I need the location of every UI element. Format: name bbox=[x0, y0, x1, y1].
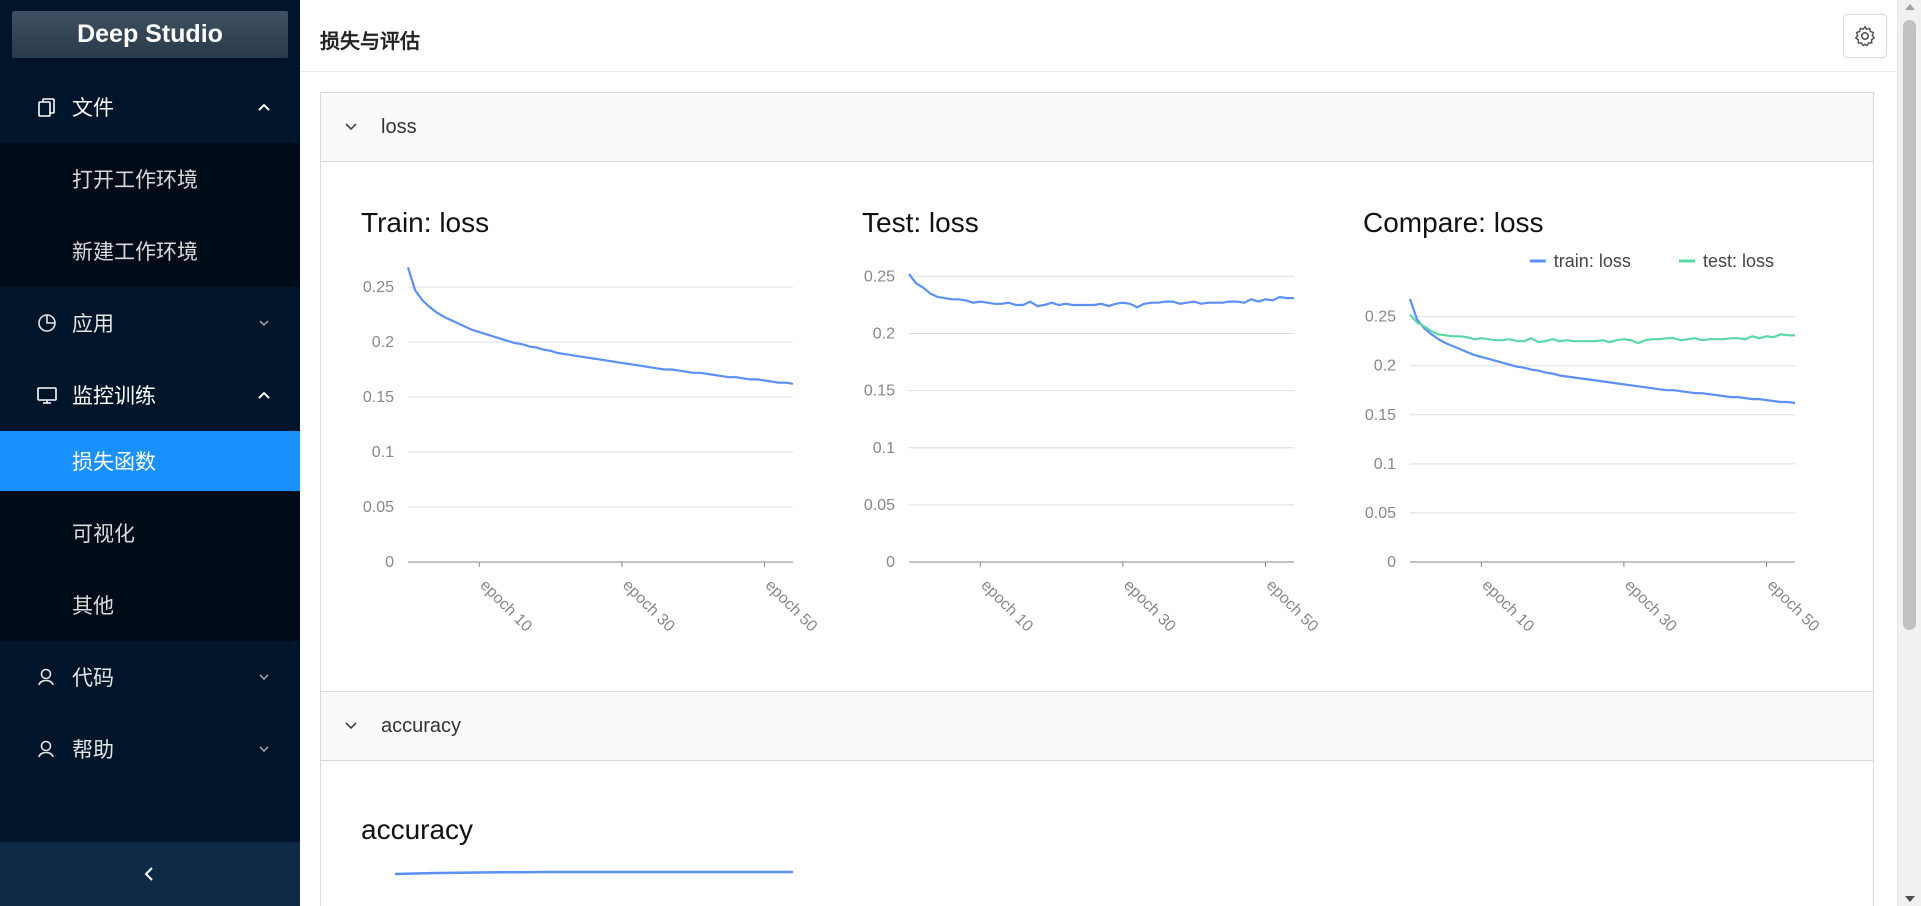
y-tick-label: 0.15 bbox=[864, 383, 895, 400]
user-icon bbox=[38, 740, 54, 758]
chevron-down-icon bbox=[345, 123, 357, 131]
submenu-file: 打开工作环境 新建工作环境 bbox=[0, 143, 300, 287]
y-tick-label: 0.15 bbox=[363, 389, 394, 406]
y-tick-label: 0.1 bbox=[1374, 456, 1396, 473]
y-tick-label: 0.05 bbox=[864, 497, 895, 514]
chevron-down-icon bbox=[259, 320, 269, 327]
y-tick-label: 0.25 bbox=[363, 279, 394, 296]
x-tick-label: epoch 30 bbox=[619, 577, 678, 636]
sidebar: Deep Studio 文件 打开工作环境 新建工作环境 应用 bbox=[0, 0, 300, 906]
loss-panel-header[interactable]: loss bbox=[321, 93, 1873, 162]
train-loss-chart: Train: loss 0 0.05 0.1 0.15 0.2 0.25 epoch 10 ep… bbox=[361, 207, 821, 636]
chevron-left-icon bbox=[144, 867, 153, 881]
page-header: 损失与评估 bbox=[300, 0, 1897, 72]
loss-panel-title: loss bbox=[381, 116, 417, 138]
x-tick-label: epoch 30 bbox=[1120, 577, 1179, 636]
accuracy-panel-title: accuracy bbox=[381, 715, 462, 737]
sidebar-collapse-button[interactable] bbox=[0, 842, 300, 906]
chevron-up-icon bbox=[258, 391, 270, 399]
chevron-down-icon bbox=[259, 674, 269, 681]
menu-monitor-training[interactable]: 监控训练 bbox=[0, 359, 300, 431]
pie-chart-icon bbox=[38, 314, 56, 332]
menu-help-label: 帮助 bbox=[72, 739, 114, 762]
y-tick-label: 0 bbox=[1387, 554, 1396, 571]
y-tick-label: 0.05 bbox=[363, 499, 394, 516]
chart-title: accuracy bbox=[361, 814, 473, 845]
gear-icon bbox=[1855, 25, 1875, 47]
desktop-icon bbox=[37, 387, 57, 404]
y-tick-label: 0 bbox=[886, 554, 895, 571]
chart-title: Train: loss bbox=[361, 207, 489, 238]
user-icon bbox=[38, 668, 54, 686]
y-tick-label: 0.2 bbox=[1374, 358, 1396, 375]
chevron-down-icon bbox=[345, 722, 357, 730]
accuracy-panel-body: accuracy bbox=[321, 761, 1873, 906]
menu-apps[interactable]: 应用 bbox=[0, 287, 300, 359]
page-title: 损失与评估 bbox=[320, 31, 420, 53]
y-tick-label: 0.1 bbox=[372, 444, 394, 461]
x-tick-label: epoch 10 bbox=[977, 577, 1036, 636]
sidebar-menu: 文件 打开工作环境 新建工作环境 应用 监控训练 bbox=[0, 71, 300, 785]
menu-file-label: 文件 bbox=[72, 97, 114, 120]
series-line bbox=[394, 870, 793, 876]
x-tick-label: epoch 50 bbox=[1263, 577, 1322, 636]
menu-apps-label: 应用 bbox=[72, 313, 114, 336]
page-scrollbar[interactable] bbox=[1897, 0, 1921, 906]
scroll-up-arrow-icon[interactable] bbox=[1905, 4, 1915, 10]
y-tick-label: 0.1 bbox=[873, 440, 895, 457]
series-line bbox=[1408, 298, 1796, 405]
series-line bbox=[406, 266, 794, 385]
app-logo: Deep Studio bbox=[12, 11, 288, 58]
y-tick-label: 0 bbox=[385, 554, 394, 571]
menu-file[interactable]: 文件 bbox=[0, 71, 300, 143]
sidebar-item-visualization[interactable]: 可视化 bbox=[72, 523, 135, 546]
menu-monitor-label: 监控训练 bbox=[72, 385, 156, 408]
menu-help[interactable]: 帮助 bbox=[0, 713, 300, 785]
menu-code[interactable]: 代码 bbox=[0, 641, 300, 713]
series-line bbox=[1409, 313, 1795, 345]
loss-panel: loss Train: loss 0 0.05 0.1 0.15 0.2 0.25 epoch… bbox=[320, 92, 1874, 719]
menu-code-label: 代码 bbox=[72, 667, 114, 690]
loss-panel-body: Train: loss 0 0.05 0.1 0.15 0.2 0.25 epoch 10 ep… bbox=[321, 162, 1873, 718]
y-tick-label: 0.25 bbox=[864, 268, 895, 285]
x-tick-label: epoch 50 bbox=[1764, 577, 1823, 636]
y-tick-label: 0.25 bbox=[1365, 309, 1396, 326]
scroll-thumb[interactable] bbox=[1903, 20, 1916, 630]
settings-button[interactable] bbox=[1843, 14, 1887, 58]
chart-title: Compare: loss bbox=[1363, 207, 1544, 238]
scroll-down-arrow-icon[interactable] bbox=[1905, 896, 1915, 902]
submenu-monitor: 损失函数 可视化 其他 bbox=[0, 431, 300, 641]
main-content: loss Train: loss 0 0.05 0.1 0.15 0.2 0.25 epoch… bbox=[300, 72, 1897, 906]
legend-label: test: loss bbox=[1703, 251, 1774, 271]
chart-title: Test: loss bbox=[862, 207, 979, 238]
test-loss-chart: Test: loss 0 0.05 0.1 0.15 0.2 0.25 epoch 10 epo… bbox=[862, 207, 1322, 636]
sidebar-item-new-workspace[interactable]: 新建工作环境 bbox=[72, 241, 198, 264]
chevron-down-icon bbox=[259, 746, 269, 753]
accuracy-chart: accuracy bbox=[361, 814, 793, 876]
y-tick-label: 0.2 bbox=[372, 334, 394, 351]
sidebar-item-other[interactable]: 其他 bbox=[72, 595, 114, 618]
x-tick-label: epoch 10 bbox=[1478, 577, 1537, 636]
sidebar-item-loss-function[interactable]: 损失函数 bbox=[0, 431, 300, 491]
copy-icon bbox=[38, 98, 55, 117]
accuracy-panel-header[interactable]: accuracy bbox=[321, 692, 1873, 761]
sidebar-item-open-workspace[interactable]: 打开工作环境 bbox=[72, 169, 198, 192]
accuracy-panel: accuracy accuracy bbox=[320, 691, 1874, 906]
y-tick-label: 0.05 bbox=[1365, 505, 1396, 522]
chevron-up-icon bbox=[258, 103, 270, 111]
x-tick-label: epoch 10 bbox=[476, 577, 535, 636]
legend-label: train: loss bbox=[1554, 251, 1631, 271]
x-tick-label: epoch 50 bbox=[762, 577, 821, 636]
series-line bbox=[908, 273, 1294, 309]
y-tick-label: 0.2 bbox=[873, 326, 895, 343]
compare-loss-chart: Compare: loss 0 0.05 0.1 0.15 0.2 0.25 epoch 10… bbox=[1363, 207, 1823, 636]
x-tick-label: epoch 30 bbox=[1621, 577, 1680, 636]
y-tick-label: 0.15 bbox=[1365, 407, 1396, 424]
